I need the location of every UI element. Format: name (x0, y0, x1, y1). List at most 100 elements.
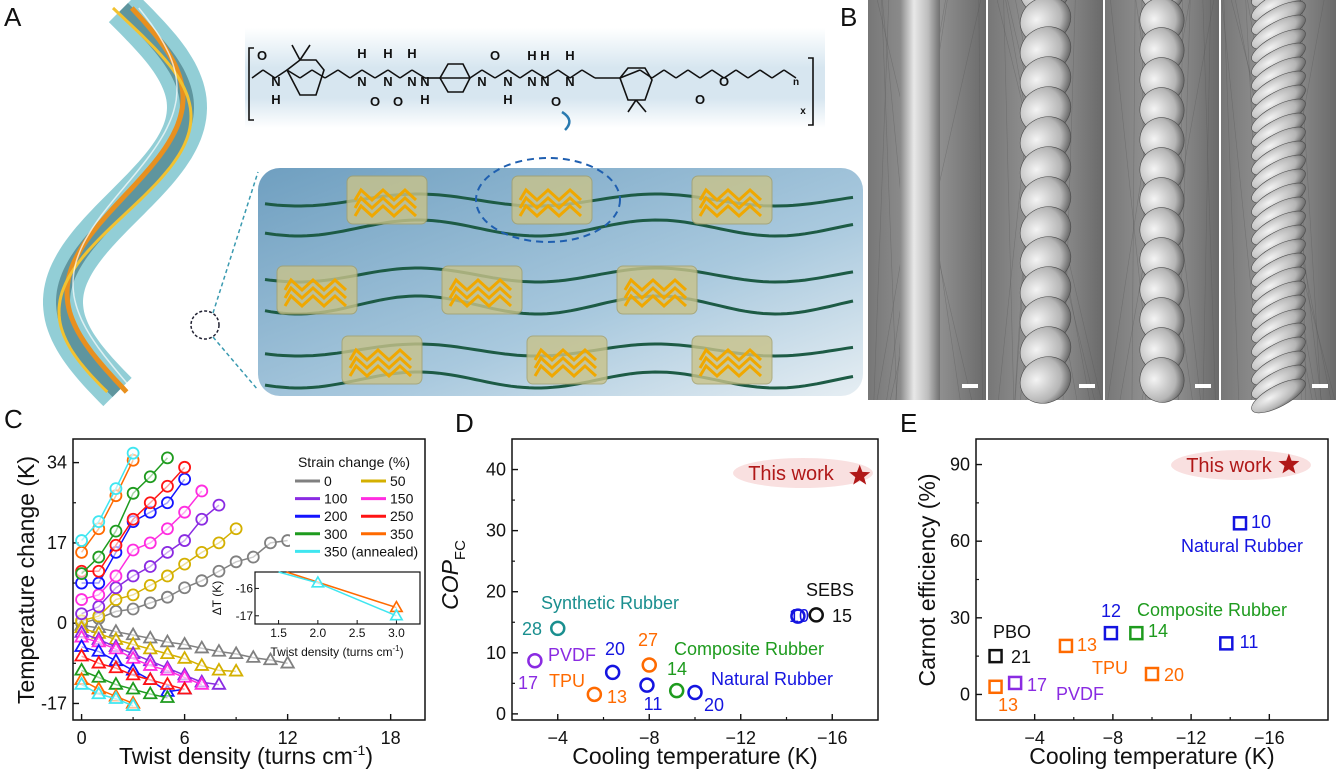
heating-point (195, 512, 209, 526)
reference-label: 14 (667, 659, 687, 679)
bond (581, 69, 596, 79)
bracket-left (248, 47, 254, 121)
bond (759, 69, 773, 79)
reference-label: 20 (605, 639, 625, 659)
bond (635, 99, 647, 113)
scale-bar (1195, 384, 1211, 388)
y-tick-label: -17 (41, 693, 67, 713)
twisted-fiber-segment (1139, 357, 1185, 403)
atom-label: N (357, 74, 366, 89)
atom-label: H (383, 46, 392, 61)
material-label: TPU (549, 671, 585, 691)
bond (651, 69, 665, 79)
bond (387, 69, 401, 79)
cooling-line (81, 683, 134, 707)
atom-label: H (503, 92, 512, 107)
reference-label: 13 (607, 687, 627, 707)
heating-point (92, 600, 106, 614)
bond (783, 69, 797, 79)
cooling-point (176, 650, 193, 664)
cooling-point (142, 685, 158, 700)
scale-bar (1312, 384, 1328, 388)
reference-label: 21 (1011, 647, 1031, 667)
x-tick-label: −4 (547, 728, 568, 748)
series-350-annealed- (73, 446, 141, 711)
twisted-fiber-segment (1251, 378, 1306, 414)
bond (663, 69, 677, 79)
data-point (808, 607, 824, 623)
cooling-point (211, 662, 227, 676)
heating-point (178, 472, 192, 486)
legend-label: 200 (324, 508, 348, 524)
cooling-point (91, 685, 107, 700)
bond (544, 69, 559, 79)
panel-label-a: A (4, 2, 22, 32)
bond (274, 69, 288, 79)
data-point (988, 648, 1003, 664)
scale-bar (1079, 384, 1095, 388)
bond (299, 44, 311, 61)
polymer-chain (264, 266, 854, 284)
cooling-point (91, 655, 107, 669)
inset-series (278, 571, 404, 621)
bond (675, 69, 689, 79)
heating-point (143, 470, 157, 484)
inset-x-tick-label: 3.0 (388, 626, 405, 640)
cooling-point (262, 651, 279, 666)
heating-point (161, 451, 174, 465)
bond (735, 69, 749, 79)
heating-point (212, 498, 226, 512)
inset-x-tick-label: 2.0 (310, 626, 327, 640)
heating-point (195, 545, 209, 559)
hydrogen-bond-zigzag (533, 347, 598, 379)
x-tick-label: −16 (817, 728, 848, 748)
hydrogen-bond-zigzag (283, 277, 348, 309)
helix-highlight (72, 7, 178, 393)
heating-point (126, 543, 140, 557)
material-label: Composite Rubber (1137, 600, 1287, 620)
material-label: Natural Rubber (1181, 536, 1303, 556)
atom-label: N (383, 74, 392, 89)
bond (361, 69, 376, 79)
this-work-star-marker (1278, 453, 1300, 474)
panel-label-d: D (455, 408, 474, 438)
inset-point (389, 608, 404, 621)
atom-label: N (565, 74, 574, 89)
inset-chart: 1.5 2.0 2.5 3.0 -16 -17 Twist density (turns c… (210, 571, 421, 659)
cooling-point (211, 643, 227, 657)
series-150 (73, 484, 210, 690)
reference-label: 10 (789, 606, 809, 626)
atom-label: H (420, 92, 429, 107)
heating-point (126, 569, 140, 583)
structure-background (245, 28, 825, 128)
highlight-background (733, 458, 873, 488)
heating-point (264, 536, 277, 550)
highlight-background (1171, 450, 1311, 480)
reference-label: 17 (518, 673, 538, 693)
x-axis-title: Cooling temperature (K) (572, 743, 817, 769)
legend: Strain change (%) 0 50 100 150 200 250 300 35035… (290, 448, 422, 559)
sem-texture (881, 0, 898, 401)
heating-line (80, 459, 134, 553)
cooling-point (125, 697, 141, 711)
series-50 (73, 522, 244, 677)
hydrogen-bond-zigzag (448, 277, 513, 309)
cooling-point (125, 680, 141, 695)
heating-point (229, 522, 243, 536)
heating-point (75, 534, 88, 547)
inset-point (310, 575, 325, 588)
y-tick-label: 0 (496, 704, 506, 724)
panel-label-b: B (840, 2, 857, 32)
cyclohexane-ring (619, 67, 653, 101)
heating-point (178, 460, 192, 474)
y-tick-label: 0 (57, 613, 67, 633)
reference-label: 13 (1077, 635, 1097, 655)
heating-point (109, 569, 123, 583)
heating-point (109, 593, 123, 606)
bond (337, 69, 351, 79)
legend-label: 0 (324, 473, 332, 489)
sem-texture (1131, 0, 1136, 401)
heating-point (161, 479, 174, 493)
